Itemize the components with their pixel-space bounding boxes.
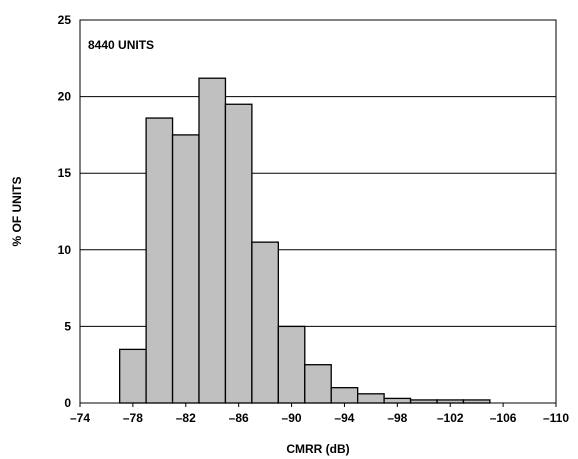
histogram-bar xyxy=(331,388,357,403)
histogram-bar xyxy=(278,326,304,403)
y-tick-label: 5 xyxy=(64,319,71,333)
x-tick-label: –98 xyxy=(387,411,407,425)
y-tick-label: 15 xyxy=(58,166,72,180)
x-tick-label: –86 xyxy=(229,411,249,425)
x-tick-label: –94 xyxy=(334,411,354,425)
histogram-bar xyxy=(384,398,410,403)
x-tick-label: –82 xyxy=(176,411,196,425)
x-tick-label: –106 xyxy=(490,411,517,425)
histogram-bar xyxy=(120,349,146,403)
x-axis-ticks: –74 –78 –82 –86 –90 –94 –98 –102 –106 –110 xyxy=(70,403,569,425)
histogram-bar xyxy=(146,118,172,403)
x-tick-label: –74 xyxy=(70,411,90,425)
x-tick-label: –90 xyxy=(282,411,302,425)
histogram-bar xyxy=(225,104,251,403)
y-tick-label: 0 xyxy=(64,396,71,410)
y-tick-label: 10 xyxy=(58,243,72,257)
y-tick-label: 20 xyxy=(58,90,72,104)
x-tick-label: –110 xyxy=(543,411,569,425)
histogram-bar xyxy=(199,78,225,403)
histogram-bar xyxy=(173,135,199,403)
annotation: 8440 UNITS xyxy=(88,38,154,52)
x-tick-label: –102 xyxy=(437,411,464,425)
histogram-bar xyxy=(358,394,384,403)
x-tick-label: –78 xyxy=(123,411,143,425)
y-axis-title: % OF UNITS xyxy=(10,176,24,246)
y-axis-ticks: 0 5 10 15 20 25 xyxy=(58,13,72,410)
histogram-bar xyxy=(252,242,278,403)
y-tick-label: 25 xyxy=(58,13,72,27)
histogram-bar xyxy=(305,365,331,403)
x-axis-title: CMRR (dB) xyxy=(286,442,349,456)
